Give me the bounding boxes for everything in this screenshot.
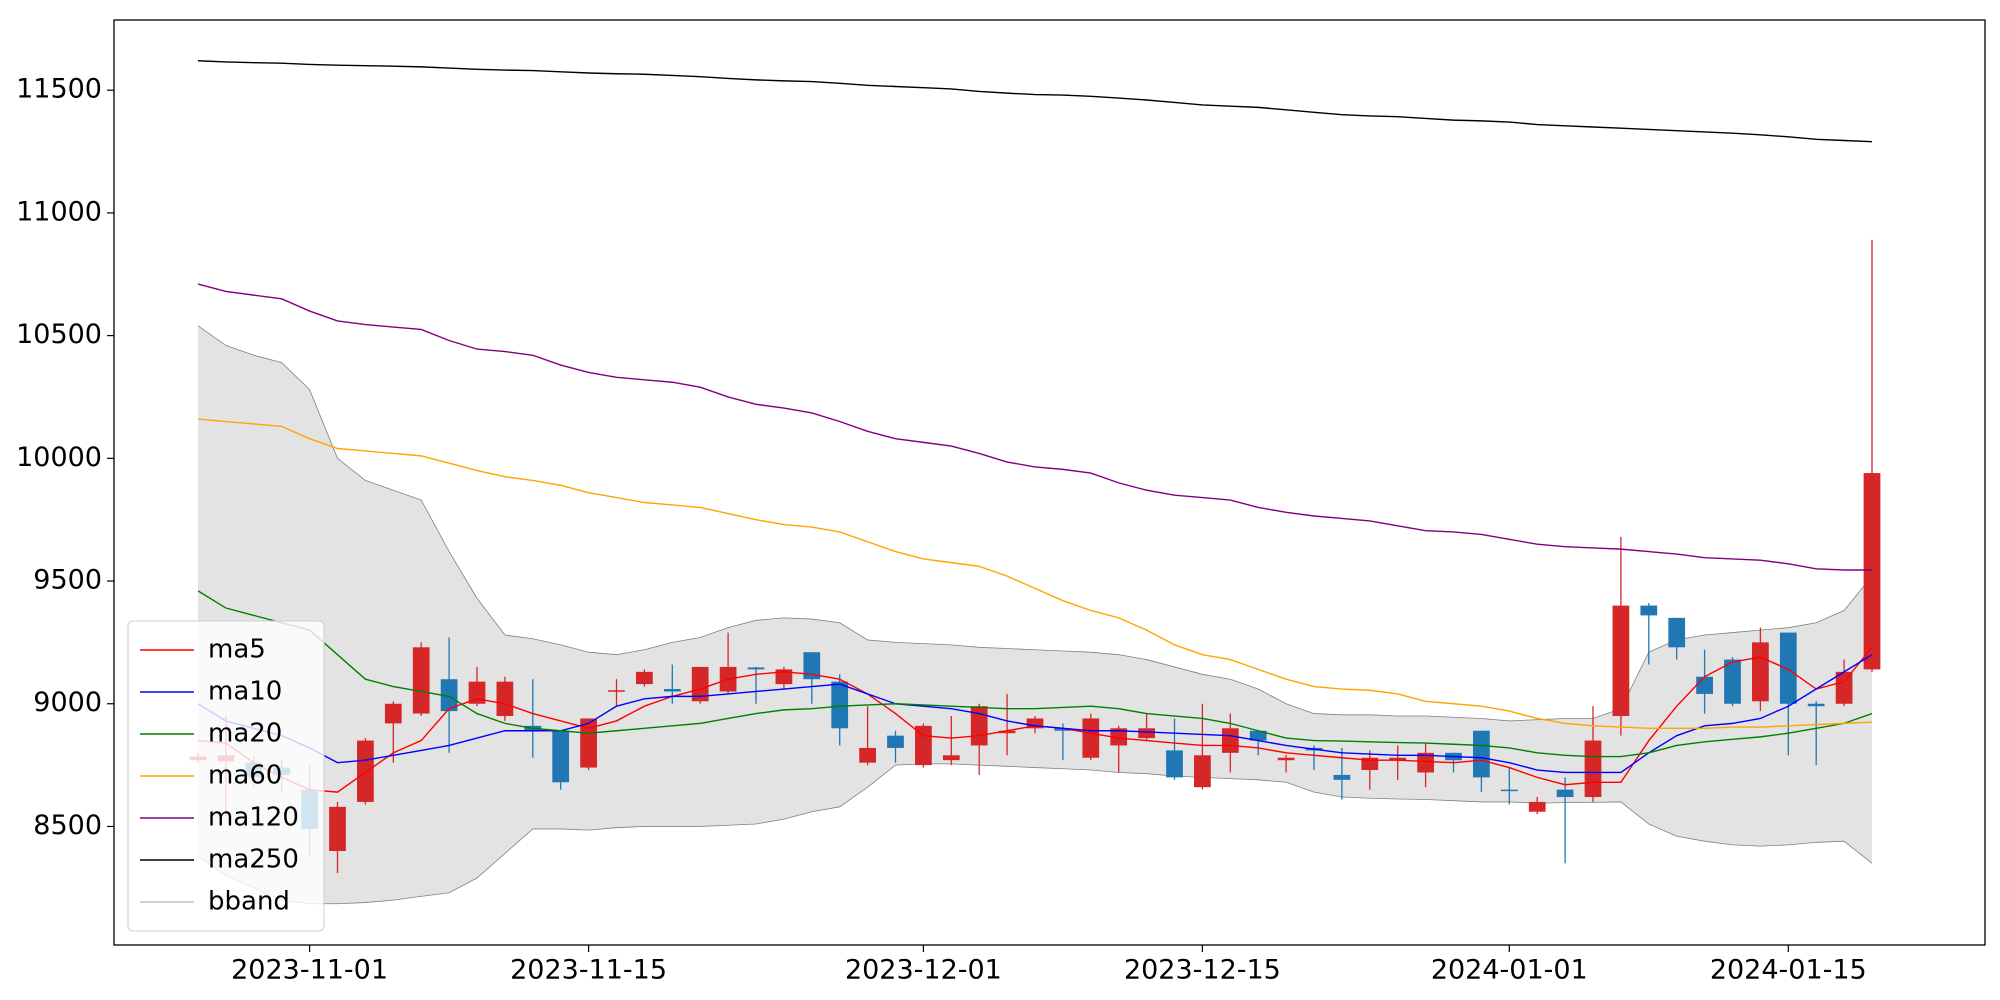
ma-line <box>197 283 1872 571</box>
candle-body <box>552 730 570 783</box>
legend-label: ma5 <box>208 635 266 665</box>
candle-body <box>691 666 709 702</box>
candle-body <box>496 681 514 717</box>
candle-body <box>1640 605 1658 616</box>
candle-body <box>1389 757 1407 761</box>
legend-label: ma10 <box>208 677 282 707</box>
y-tick-label: 8500 <box>33 810 102 841</box>
y-tick-label: 9500 <box>33 565 102 596</box>
candle-body <box>1835 671 1853 704</box>
candle-body <box>1528 801 1546 812</box>
legend-box <box>127 620 325 932</box>
x-tick-label: 2023-12-15 <box>1124 955 1281 986</box>
candle-body <box>636 671 653 685</box>
candle-body <box>1221 728 1239 753</box>
candle-body <box>1249 730 1267 741</box>
candle-body <box>1668 617 1686 648</box>
candle-body <box>329 806 346 852</box>
plot-frame <box>113 19 1986 946</box>
candle-body <box>1584 740 1602 798</box>
legend-label: ma20 <box>208 719 282 749</box>
ma-line <box>197 654 1873 774</box>
candle-body <box>887 735 904 748</box>
candle-body <box>942 755 960 761</box>
candle-body <box>1082 718 1100 758</box>
y-tick-label: 11000 <box>16 196 102 227</box>
candle-body <box>580 718 597 768</box>
candle-body <box>998 730 1016 734</box>
candle-body <box>1138 728 1155 739</box>
candle-body <box>775 669 793 685</box>
x-tick-label: 2023-12-01 <box>845 955 1002 986</box>
y-tick-label: 9000 <box>33 687 102 718</box>
x-tick-label: 2023-11-15 <box>510 955 667 986</box>
y-tick-label: 11500 <box>16 74 102 105</box>
candle-body <box>1110 728 1128 746</box>
ma-line <box>197 60 1873 143</box>
candle-body <box>1417 752 1434 773</box>
candle-body <box>1724 659 1741 704</box>
candle-body <box>412 647 430 714</box>
candle-body <box>1556 789 1574 798</box>
candle-body <box>608 690 625 692</box>
candle-body <box>1026 718 1044 729</box>
candle-body <box>1054 728 1072 731</box>
candle-body <box>1779 632 1797 704</box>
legend-label: ma120 <box>208 803 299 833</box>
candle-body <box>1752 642 1769 702</box>
x-tick-label: 2024-01-15 <box>1710 955 1867 986</box>
candle-body <box>747 667 765 670</box>
candle-body <box>831 681 849 729</box>
candle-body <box>663 689 681 692</box>
candle-body <box>1807 703 1825 707</box>
x-tick-label: 2023-11-01 <box>231 955 388 986</box>
candle-body <box>468 681 486 704</box>
y-tick-label: 10000 <box>16 442 102 473</box>
ma-line <box>197 418 1873 729</box>
candle-body <box>1473 730 1490 778</box>
x-tick-label: 2024-01-01 <box>1431 955 1588 986</box>
candle-body <box>384 703 402 724</box>
candle-body <box>1333 774 1351 780</box>
y-tick-label: 10500 <box>16 319 102 350</box>
candle-body <box>1277 757 1295 761</box>
bband-lower <box>197 763 1873 905</box>
candle-body <box>1194 755 1211 788</box>
candle-body <box>1500 789 1518 792</box>
candle-body <box>357 740 374 802</box>
candle-body <box>1612 605 1630 717</box>
candle-body <box>859 747 876 763</box>
legend-label: ma60 <box>208 761 282 791</box>
candle-body <box>1166 750 1183 778</box>
legend-label: bband <box>208 887 290 917</box>
candle-body <box>440 679 458 712</box>
ma-line <box>197 590 1873 758</box>
legend-label: ma250 <box>208 845 299 875</box>
candle-body <box>1863 473 1881 670</box>
legend: ma5 ma10 ma20 ma60 ma120 ma250 bband <box>127 620 325 932</box>
candle-body <box>1696 676 1713 694</box>
candle-body <box>803 652 821 680</box>
